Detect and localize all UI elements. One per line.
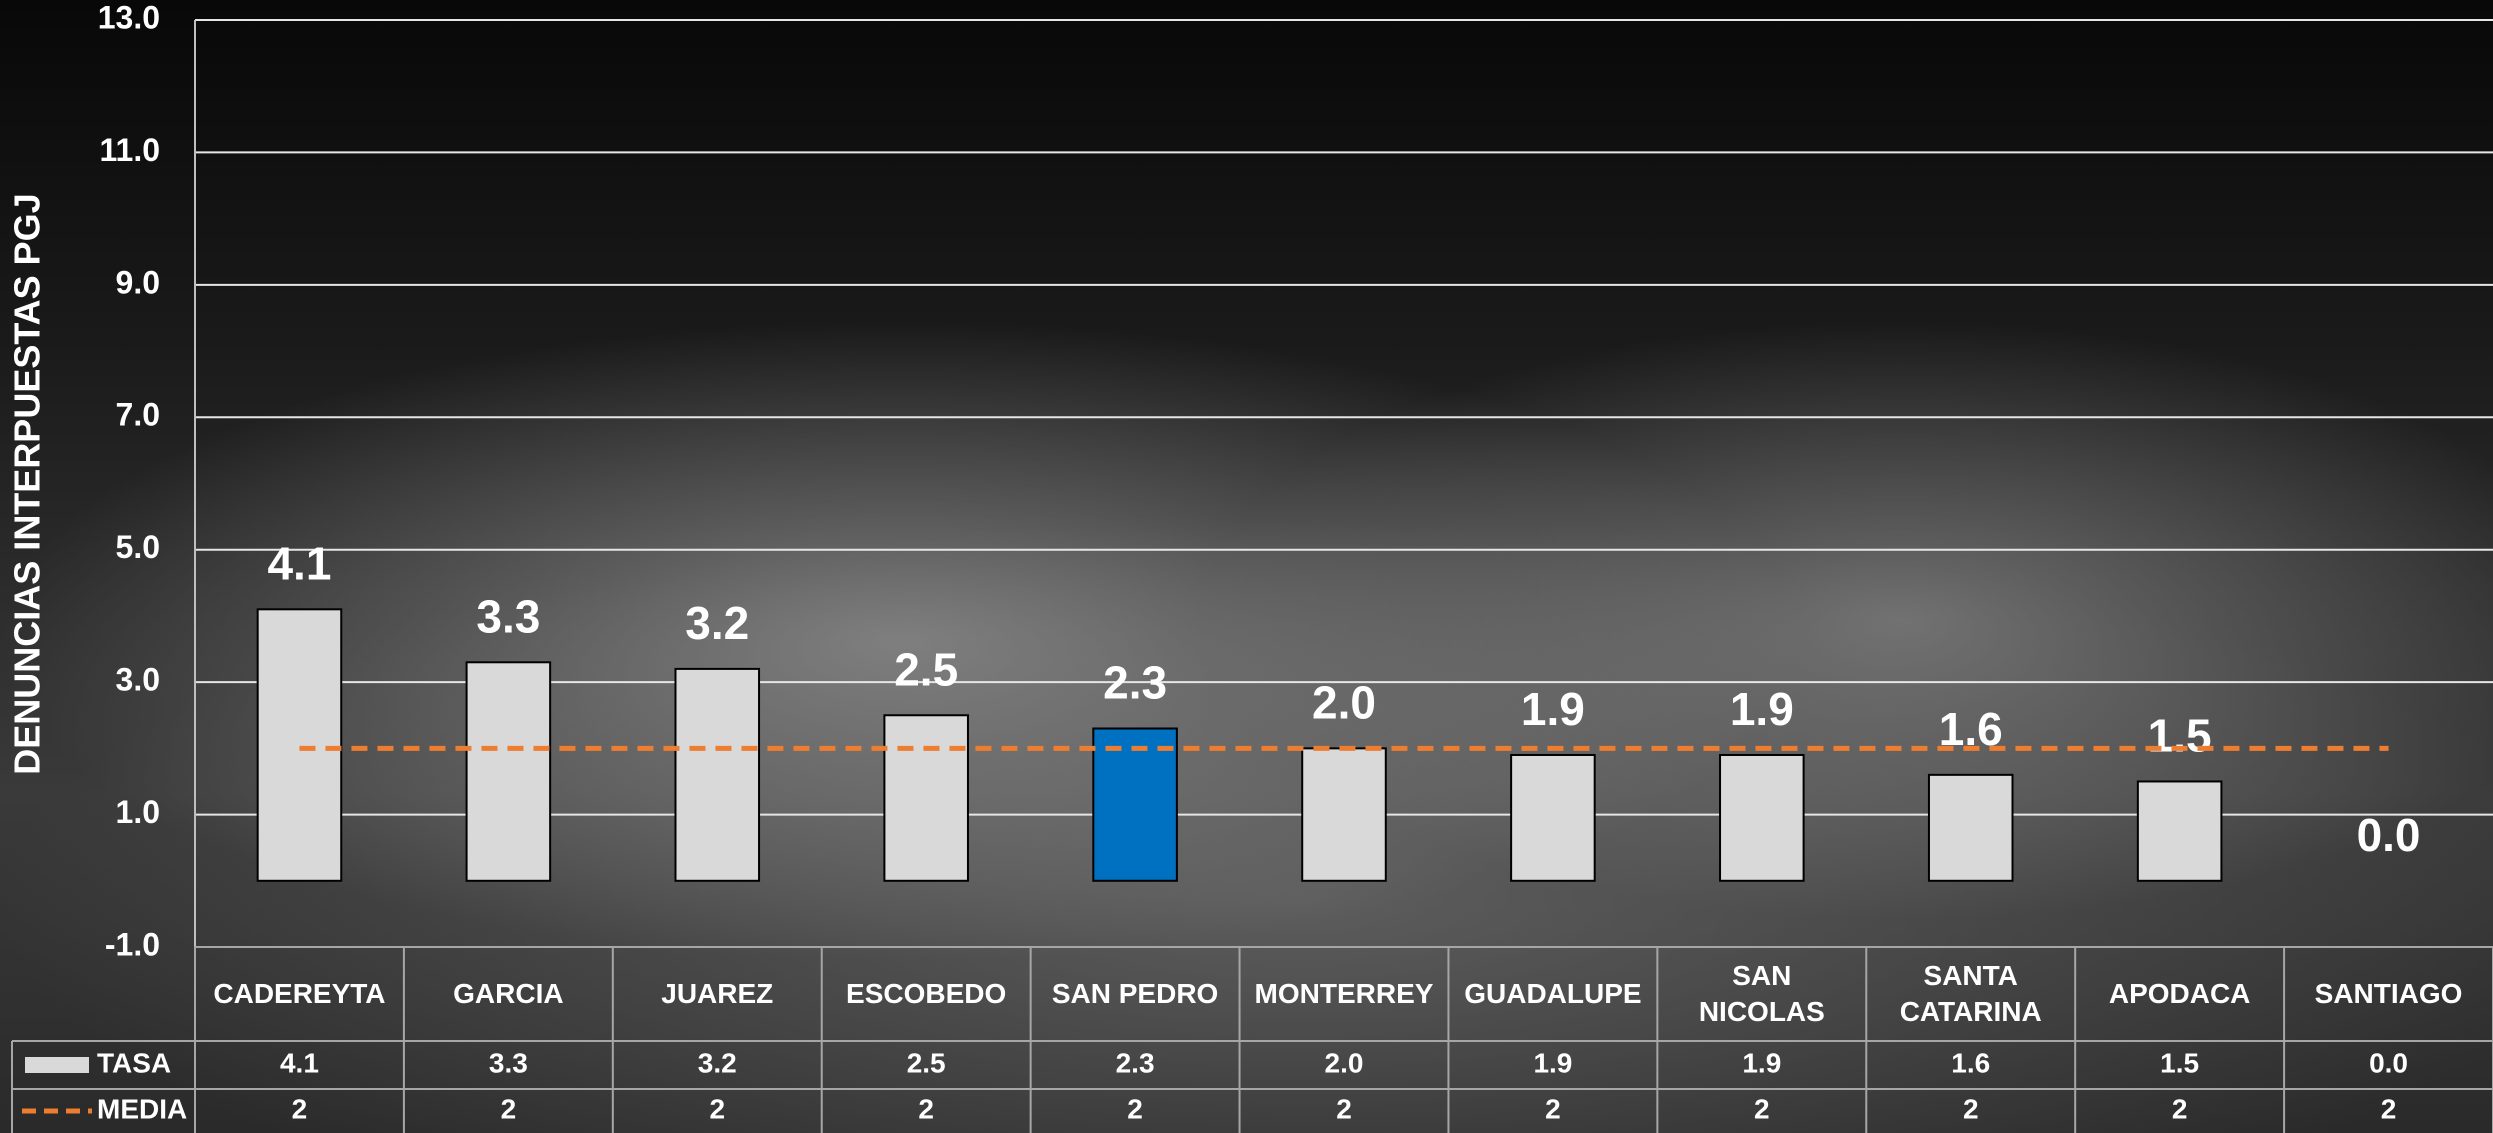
value-label: 2.5: [894, 643, 958, 695]
y-tick-label: 11.0: [99, 132, 160, 168]
value-label: 1.9: [1730, 683, 1794, 735]
value-label: 3.3: [476, 590, 540, 642]
table-cell: 2: [292, 1093, 308, 1124]
legend-label: MEDIA: [97, 1093, 187, 1124]
table-cell: 1.9: [1742, 1047, 1781, 1078]
bar: [1092, 727, 1178, 882]
table-cell: 2.0: [1325, 1047, 1364, 1078]
value-label: 2.3: [1103, 657, 1167, 709]
x-tick-label: SANTA CATARINA: [1899, 960, 2042, 1027]
table-cell: 3.2: [698, 1047, 737, 1078]
legend-key: [25, 1057, 89, 1073]
table-cell: 2: [709, 1093, 725, 1124]
table-cell: 2: [918, 1093, 934, 1124]
value-label: 4.1: [267, 537, 331, 589]
y-tick-label: 1.0: [116, 794, 160, 830]
x-tick-label: APODACA: [2108, 978, 2251, 1009]
table-cell: 2: [1336, 1093, 1352, 1124]
x-tick-label: JUAREZ: [661, 978, 774, 1009]
x-tick-label: SAN PEDRO: [1051, 978, 1219, 1009]
table-cell: 2: [1545, 1093, 1561, 1124]
table-cell: 2.5: [907, 1047, 946, 1078]
table-cell: 3.3: [489, 1047, 528, 1078]
y-tick-label: 9.0: [116, 264, 160, 300]
table-cell: 2: [1963, 1093, 1979, 1124]
table-cell: 2: [501, 1093, 517, 1124]
value-label: 2.0: [1312, 677, 1376, 729]
y-tick-label: -1.0: [105, 926, 160, 962]
bar: [1510, 753, 1596, 882]
table-cell: 2: [2381, 1093, 2397, 1124]
value-label: 1.5: [2148, 710, 2212, 762]
x-tick-label: CADEREYTA: [213, 978, 386, 1009]
table-cell: 2: [2172, 1093, 2188, 1124]
table-cell: 1.9: [1533, 1047, 1572, 1078]
table-cell: 2: [1754, 1093, 1770, 1124]
y-tick-label: 7.0: [116, 397, 160, 433]
table-cell: 1.5: [2160, 1047, 2199, 1078]
table-cell: 0.0: [2369, 1047, 2408, 1078]
x-tick-label: GARCIA: [453, 978, 564, 1009]
x-tick-label: MONTERREY: [1254, 978, 1434, 1009]
table-cell: 2: [1127, 1093, 1143, 1124]
bar: [465, 661, 552, 882]
bar: [674, 667, 761, 882]
bar: [1719, 753, 1805, 882]
bar: [1927, 773, 2014, 882]
x-tick-label: SANTIAGO: [2314, 978, 2463, 1009]
x-tick-label: GUADALUPE: [1464, 978, 1642, 1009]
table-cell: 4.1: [280, 1047, 319, 1078]
x-tick-label: SAN NICOLAS: [1698, 960, 1825, 1027]
value-label: 1.9: [1521, 683, 1585, 735]
bar: [883, 714, 969, 882]
x-tick-label: ESCOBEDO: [846, 978, 1007, 1009]
bar: [256, 608, 343, 882]
legend-label: TASA: [97, 1047, 171, 1078]
value-label: 3.2: [685, 597, 749, 649]
y-tick-label: 5.0: [116, 529, 160, 565]
y-tick-label: 13.0: [98, 0, 160, 35]
y-axis-label: DENUNCIAS INTERPUESTAS PGJ: [7, 193, 48, 774]
bar: [1301, 747, 1387, 882]
table-cell: 1.6: [1951, 1047, 1990, 1078]
value-label: 0.0: [2357, 809, 2421, 861]
bar: [2136, 780, 2223, 882]
y-tick-label: 3.0: [116, 662, 160, 698]
table-cell: 2.3: [1116, 1047, 1155, 1078]
